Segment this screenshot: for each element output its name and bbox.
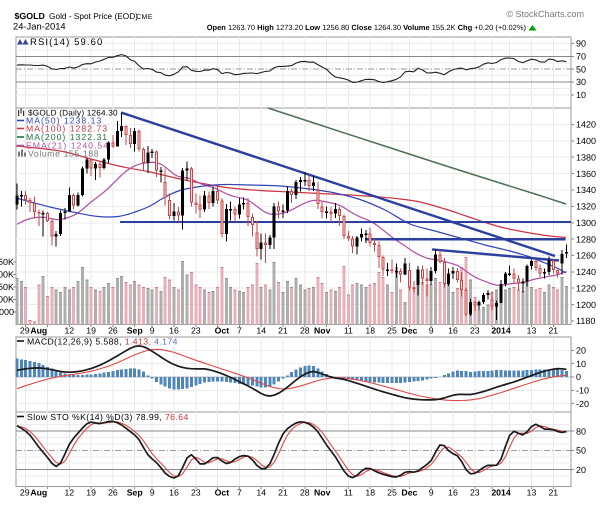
- svg-text:20: 20: [576, 346, 586, 356]
- svg-text:20: 20: [576, 465, 586, 475]
- svg-text:MA(100) 1282.73: MA(100) 1282.73: [26, 124, 108, 134]
- svg-text:11: 11: [344, 326, 353, 336]
- svg-text:1420: 1420: [576, 120, 596, 130]
- svg-text:24-Jan-2014: 24-Jan-2014: [13, 21, 66, 32]
- svg-text:Gold - Spot Price (EOD): Gold - Spot Price (EOD): [49, 11, 138, 21]
- svg-text:Sep: Sep: [127, 488, 143, 498]
- svg-text:1300: 1300: [576, 218, 596, 228]
- svg-text:$GOLD (Daily) 1264.30: $GOLD (Daily) 1264.30: [28, 109, 118, 118]
- svg-text:1220: 1220: [576, 283, 596, 293]
- svg-text:7: 7: [237, 488, 242, 498]
- svg-text:14: 14: [256, 488, 266, 498]
- svg-text:90: 90: [576, 39, 586, 49]
- svg-text:26: 26: [108, 488, 118, 498]
- svg-text:Nov: Nov: [314, 326, 331, 336]
- svg-text:1340: 1340: [576, 185, 596, 195]
- svg-text:Volume 155,188: Volume 155,188: [28, 149, 99, 159]
- svg-text:CME: CME: [136, 14, 153, 21]
- svg-text:50000: 50000: [0, 307, 14, 317]
- svg-text:25: 25: [387, 488, 397, 498]
- svg-text:50: 50: [576, 64, 586, 74]
- svg-text:Oct: Oct: [215, 488, 230, 498]
- svg-text:Open 1263.70 High 1273.20 Low: Open 1263.70 High 1273.20 Low 1256.80 Cl…: [207, 23, 527, 32]
- svg-text:28: 28: [300, 488, 310, 498]
- svg-text:70: 70: [576, 52, 586, 62]
- svg-text:29: 29: [20, 326, 30, 336]
- svg-text:11: 11: [344, 488, 353, 498]
- svg-text:1280: 1280: [576, 234, 596, 244]
- svg-text:21: 21: [548, 326, 558, 336]
- svg-text:1240: 1240: [576, 267, 596, 277]
- svg-text:13: 13: [527, 488, 537, 498]
- svg-text:9: 9: [150, 326, 155, 336]
- svg-text:100K: 100K: [0, 295, 14, 305]
- svg-text:Aug: Aug: [30, 488, 47, 498]
- svg-text:21: 21: [278, 326, 288, 336]
- svg-text:16: 16: [448, 488, 458, 498]
- svg-text:9: 9: [429, 326, 434, 336]
- svg-text:18: 18: [365, 326, 375, 336]
- svg-text:13: 13: [527, 326, 537, 336]
- svg-text:Nov: Nov: [314, 488, 331, 498]
- svg-text:21: 21: [548, 488, 558, 498]
- svg-text:MA(50) 1238.13: MA(50) 1238.13: [26, 116, 102, 126]
- svg-text:-10: -10: [576, 386, 589, 396]
- svg-text:Slow STO %K(14) %D(3) 78.99, 7: Slow STO %K(14) %D(3) 78.99, 76.64: [27, 412, 189, 422]
- svg-text:2014: 2014: [491, 488, 510, 498]
- svg-text:80: 80: [576, 426, 586, 436]
- svg-text:250K: 250K: [0, 257, 14, 267]
- svg-text:28: 28: [300, 326, 310, 336]
- svg-text:7: 7: [237, 326, 242, 336]
- svg-text:Sep: Sep: [127, 326, 143, 336]
- svg-text:12: 12: [64, 326, 74, 336]
- svg-text:25: 25: [387, 326, 397, 336]
- svg-text:MACD(12,26,9) 5.588, 1.413, 4.: MACD(12,26,9) 5.588, 1.413, 4.174: [27, 337, 178, 347]
- svg-text:200K: 200K: [0, 270, 14, 280]
- svg-text:1260: 1260: [576, 251, 596, 261]
- svg-text:9: 9: [429, 488, 434, 498]
- svg-text:1380: 1380: [576, 152, 596, 162]
- svg-text:18: 18: [365, 488, 375, 498]
- svg-text:150K: 150K: [0, 282, 14, 292]
- svg-text:10: 10: [576, 90, 586, 100]
- svg-text:RSI(14) 59.60: RSI(14) 59.60: [30, 37, 103, 48]
- svg-text:10: 10: [576, 359, 586, 369]
- svg-text:9: 9: [150, 488, 155, 498]
- svg-text:Aug: Aug: [30, 326, 47, 336]
- svg-text:EMA(21) 1240.54: EMA(21) 1240.54: [26, 141, 109, 151]
- svg-text:50: 50: [576, 446, 586, 456]
- svg-text:30: 30: [576, 77, 586, 87]
- svg-text:14: 14: [256, 326, 266, 336]
- svg-text:1200: 1200: [576, 300, 596, 310]
- svg-text:16: 16: [169, 326, 179, 336]
- svg-text:23: 23: [191, 326, 201, 336]
- svg-text:1180: 1180: [576, 316, 595, 326]
- svg-text:1400: 1400: [576, 136, 596, 146]
- svg-text:12: 12: [64, 488, 74, 498]
- svg-text:26: 26: [108, 326, 118, 336]
- svg-text:Dec: Dec: [401, 488, 417, 498]
- svg-text:16: 16: [169, 488, 179, 498]
- svg-text:0: 0: [576, 372, 581, 382]
- svg-text:1360: 1360: [576, 169, 596, 179]
- svg-text:2014: 2014: [491, 326, 510, 336]
- svg-text:16: 16: [448, 326, 458, 336]
- svg-text:© StockCharts.com: © StockCharts.com: [506, 9, 584, 19]
- svg-text:21: 21: [278, 488, 288, 498]
- svg-text:Oct: Oct: [215, 326, 230, 336]
- svg-text:23: 23: [470, 326, 480, 336]
- svg-text:Dec: Dec: [401, 326, 417, 336]
- svg-text:MA(200) 1322.31: MA(200) 1322.31: [26, 132, 108, 142]
- svg-text:23: 23: [470, 488, 480, 498]
- svg-text:1320: 1320: [576, 202, 596, 212]
- svg-text:-20: -20: [576, 399, 589, 409]
- svg-text:29: 29: [20, 488, 30, 498]
- svg-text:19: 19: [86, 326, 96, 336]
- svg-text:$GOLD: $GOLD: [15, 11, 45, 21]
- svg-text:19: 19: [86, 488, 96, 498]
- svg-text:23: 23: [191, 488, 201, 498]
